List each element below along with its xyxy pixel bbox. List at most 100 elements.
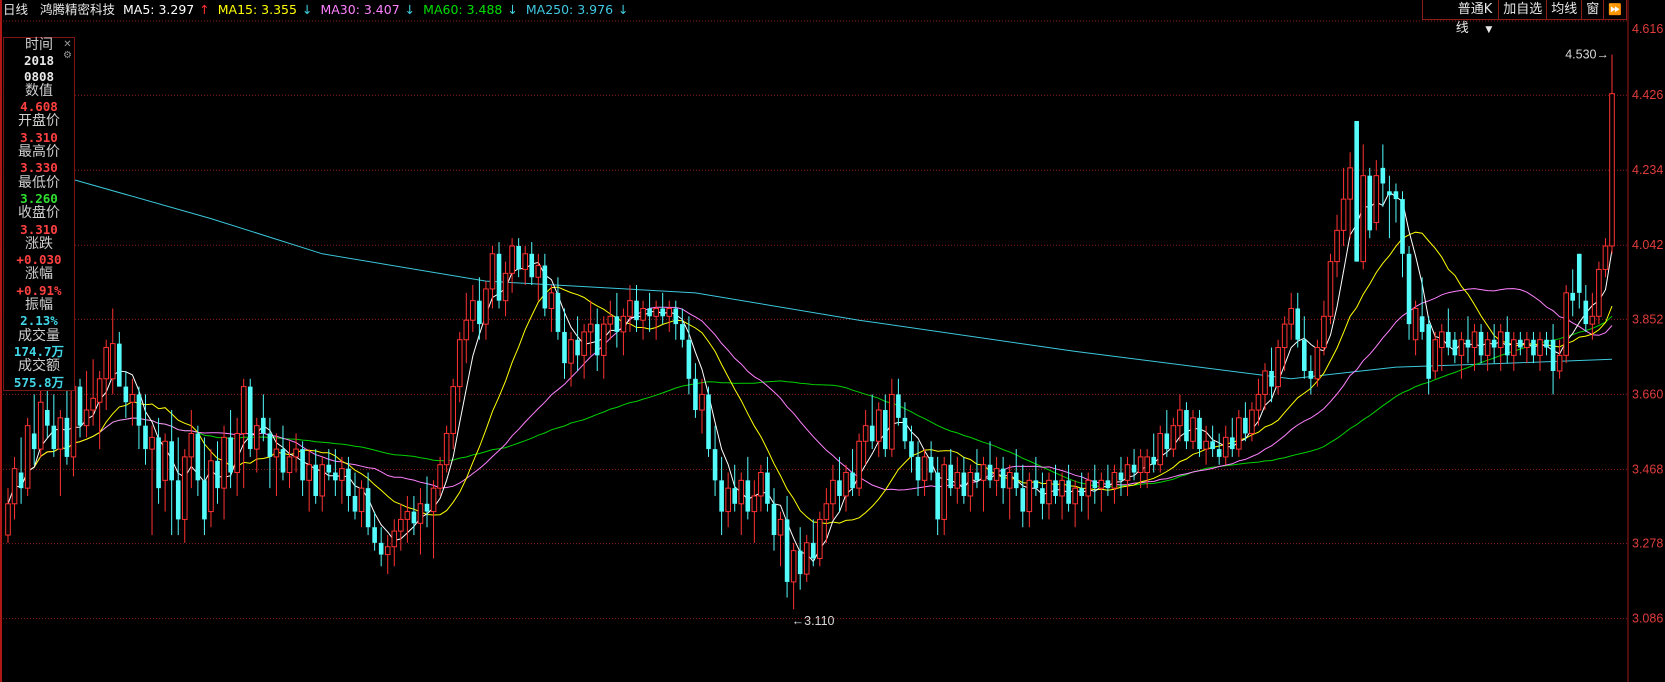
candle-body: [1556, 354, 1563, 372]
candle-body: [1589, 315, 1596, 325]
collapse-panel-icon[interactable]: ⏩: [1603, 0, 1626, 19]
candle-down: [1105, 464, 1111, 496]
candle-up: [509, 238, 515, 293]
candle-up: [790, 542, 797, 610]
candle-down: [228, 410, 233, 489]
candle-down: [326, 449, 332, 481]
candle-up: [90, 359, 96, 426]
info-label: 成交量: [18, 327, 60, 344]
candle-body: [1236, 417, 1242, 450]
candle-down: [1576, 253, 1582, 309]
candle-body: [823, 503, 830, 520]
window-button[interactable]: 窗: [1581, 0, 1603, 19]
gear-icon[interactable]: ⚙: [63, 50, 72, 61]
candle-up: [803, 535, 810, 582]
candle-up: [1098, 472, 1105, 512]
candle-body: [862, 425, 869, 442]
ma-legend-item: MA250: 3.976 ↓: [526, 2, 633, 17]
candle-body: [1079, 488, 1084, 496]
candle-body: [378, 542, 384, 555]
candle-body: [1471, 331, 1478, 349]
candle-body: [810, 542, 816, 559]
candle-up: [489, 245, 496, 309]
candle-body: [64, 417, 70, 457]
candle-down: [1013, 449, 1019, 496]
ma-value: MA250: 3.976: [525, 2, 614, 17]
candle-up: [470, 285, 476, 332]
candle-body: [1387, 191, 1392, 196]
candle-up: [1563, 285, 1569, 364]
candle-body: [109, 343, 116, 380]
candle-body: [1013, 472, 1019, 489]
candle-body: [96, 378, 103, 403]
ma30-line: [33, 288, 1613, 491]
candle-down: [1216, 433, 1222, 465]
candle-down: [948, 449, 954, 496]
candle-body: [1164, 433, 1170, 450]
candle-up: [83, 370, 90, 438]
ma-value: MA30: 3.407: [320, 2, 400, 17]
candle-up: [725, 472, 731, 528]
candle-down: [987, 441, 993, 489]
trend-arrow-icon: ↓: [507, 2, 518, 17]
candle-up: [437, 456, 443, 496]
candle-up: [535, 253, 542, 301]
candle-body: [280, 449, 286, 473]
candle-body: [18, 472, 24, 489]
candle-down: [1478, 324, 1484, 364]
candle-up: [1203, 425, 1209, 465]
ma250-line: [73, 179, 1613, 380]
candle-up: [1497, 324, 1504, 371]
candle-body: [856, 440, 862, 489]
candle-body: [653, 307, 659, 317]
candle-down: [1000, 456, 1006, 504]
candle-body: [941, 464, 948, 520]
candle-body: [1354, 120, 1359, 262]
candle-up: [640, 300, 646, 340]
candle-body: [326, 464, 332, 473]
candle-down: [1184, 402, 1189, 450]
close-icon[interactable]: ✕: [63, 39, 72, 50]
candle-down: [797, 527, 803, 590]
candle-body: [967, 472, 974, 497]
candle-down: [1040, 472, 1045, 520]
candle-body: [1151, 456, 1157, 465]
candle-body: [680, 324, 685, 340]
candle-down: [1400, 191, 1405, 278]
candle-up: [234, 417, 240, 496]
candle-body: [1373, 175, 1380, 224]
ma-lines-button[interactable]: 均线: [1546, 0, 1581, 19]
candle-body: [384, 546, 391, 556]
candle-body: [1563, 292, 1569, 356]
kline-type-select[interactable]: 普通K线 ▼: [1423, 0, 1498, 36]
candle-body: [44, 410, 50, 426]
candle-down: [300, 441, 305, 496]
candle-up: [875, 402, 882, 457]
candle-body: [1609, 93, 1615, 247]
trend-arrow-icon: ↓: [301, 2, 313, 17]
candle-down: [719, 456, 724, 536]
candle-body: [90, 397, 96, 411]
candle-down: [1301, 316, 1307, 379]
candle-up: [1006, 464, 1013, 520]
add-watchlist-button[interactable]: 加自选: [1498, 0, 1546, 19]
ma-value: MA5: 3.297: [123, 2, 195, 17]
candle-down: [156, 417, 161, 504]
candle-body: [103, 347, 110, 380]
candle-up: [862, 410, 869, 465]
candle-body: [188, 432, 195, 458]
candle-up: [339, 456, 345, 504]
candle-body: [699, 393, 705, 411]
candle-up: [96, 370, 103, 450]
period-label: 日线: [3, 2, 29, 17]
candle-down: [1354, 120, 1359, 262]
candle-body: [143, 425, 148, 450]
candle-body: [293, 448, 299, 458]
candle-down: [529, 242, 535, 286]
candle-up: [306, 449, 312, 512]
arrow-right-icon: →: [1597, 48, 1610, 62]
candle-body: [1446, 331, 1451, 348]
candle-down: [902, 402, 908, 450]
candle-body: [516, 245, 521, 270]
candle-up: [1281, 316, 1288, 371]
